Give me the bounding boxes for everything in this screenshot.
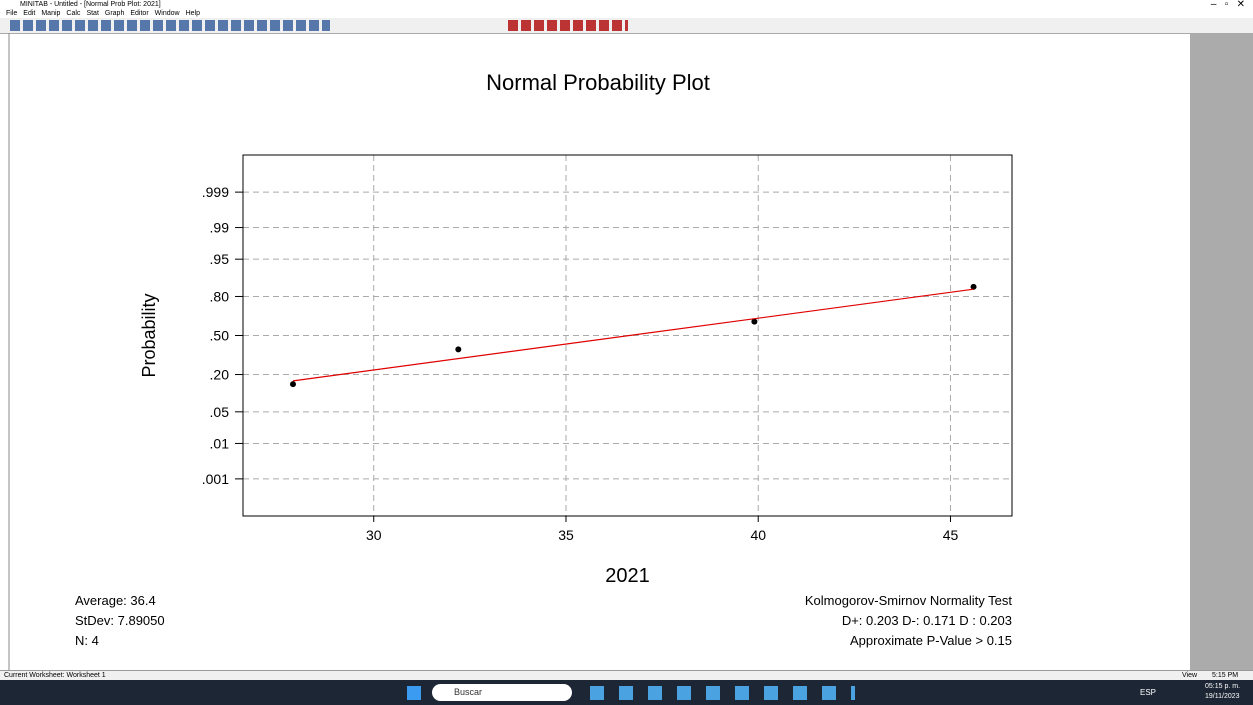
status-view: View [1182,672,1198,679]
y-tick-label: .999 [202,184,229,200]
data-point [455,346,462,353]
status-time: 5:15 PM [1212,672,1239,679]
x-tick-label: 40 [750,527,766,543]
test-text: Approximate P-Value > 0.15 [850,633,1012,648]
window-title: MINITAB - Untitled - [Normal Prob Plot: … [20,1,161,8]
y-axis-label: Probability [139,293,159,377]
y-tick-label: .05 [210,404,230,420]
menu-item[interactable]: Help [185,10,200,17]
menu-bar: File Edit Manip Calc Stat Graph Editor Window He… [0,10,1253,18]
data-point [970,283,977,290]
y-tick-label: .99 [210,220,230,236]
data-point [751,318,758,325]
x-tick-label: 45 [943,527,959,543]
x-tick-label: 30 [366,527,382,543]
y-tick-label: .95 [210,251,230,267]
search-label: Buscar [454,687,483,697]
menu-item[interactable]: Edit [23,10,36,17]
title-bar: MINITAB - Untitled - [Normal Prob Plot: … [20,0,1245,10]
menu-item[interactable]: Editor [130,10,149,17]
y-tick-label: .01 [210,435,230,451]
chart: Normal Probability Plot .999 .99 .95 .80 .50.… [8,33,1013,670]
stat-text: N: 4 [75,633,99,648]
y-tick-label: .20 [210,367,230,383]
status-bar: Current Worksheet: Worksheet 1 View 5:15 P… [0,670,1253,681]
toolbar [0,18,1253,34]
taskbar: Buscar ESP 05:15 p. m. 19/11/2023 [0,680,1253,705]
y-tick-label: .001 [202,471,229,487]
menu-item[interactable]: Stat [86,10,99,17]
menu-item[interactable]: Graph [104,10,125,17]
data-point [289,381,296,388]
fit-line [292,288,974,382]
status-text: Current Worksheet: Worksheet 1 [4,672,106,679]
x-axis-label: 2021 [605,565,650,587]
test-text: Kolmogorov-Smirnov Normality Test [805,593,1012,608]
menu-item[interactable]: Calc [66,10,81,17]
y-tick-label: .80 [210,288,230,304]
test-text: D+: 0.203 D-: 0.171 D : 0.203 [842,613,1012,628]
clock-time: 05:15 p. m. [1205,683,1241,690]
x-tick-label: 35 [558,527,574,543]
menu-item[interactable]: Window [154,10,180,17]
y-tick-label: .50 [210,328,230,344]
language: ESP [1140,688,1157,697]
plot-frame [242,154,1013,517]
search-box[interactable]: Buscar [432,684,572,701]
chart-title: Normal Probability Plot [486,70,710,95]
workspace-background [1190,34,1253,670]
menu-item[interactable]: File [6,10,18,17]
clock-date: 19/11/2023 [1205,693,1240,700]
start-button[interactable] [407,686,421,700]
stat-text: StDev: 7.89050 [75,613,165,628]
menu-item[interactable]: Manip [41,10,61,17]
stat-text: Average: 36.4 [75,593,156,608]
